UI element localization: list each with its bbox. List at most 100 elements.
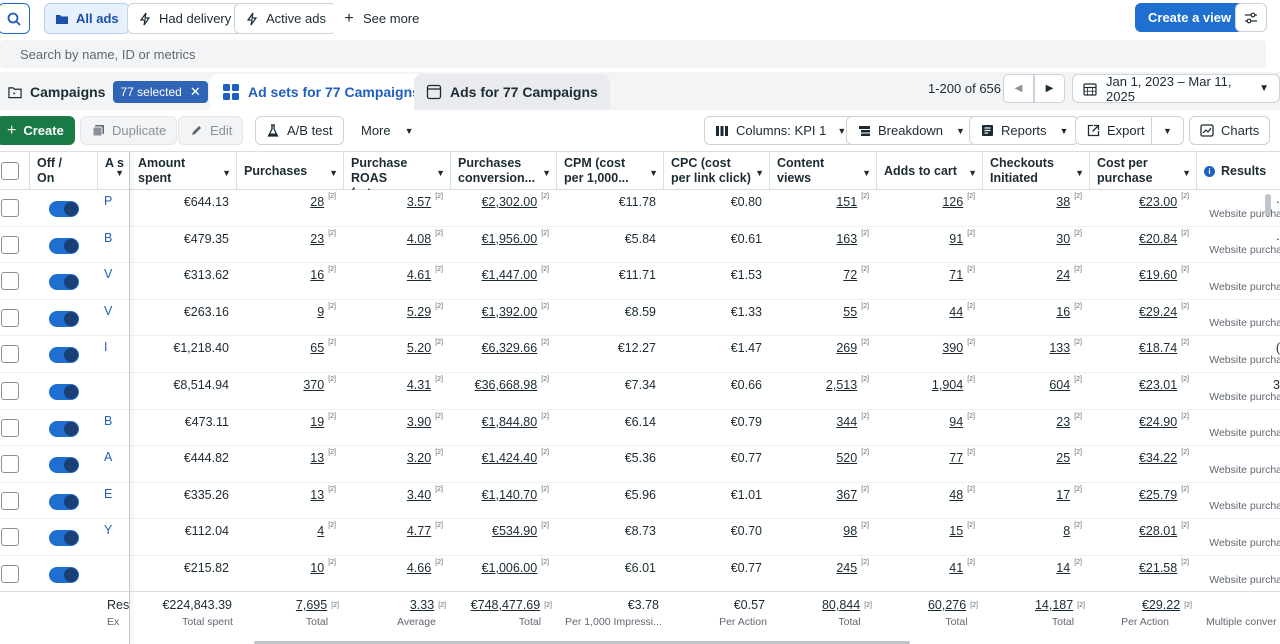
total-conv-number[interactable]: €748,477.69 — [470, 598, 541, 612]
more-button[interactable]: More ▼ — [350, 116, 425, 145]
cell-roas-value[interactable]: 3.40 — [406, 487, 432, 502]
header-checkouts[interactable]: Checkouts Initiated ▼ — [983, 152, 1090, 190]
cell-roas-value[interactable]: 3.20 — [406, 451, 432, 466]
cell-cart-value[interactable]: 77 — [949, 451, 964, 466]
cell-cpp-value[interactable]: €23.00 — [1138, 195, 1178, 209]
cell-roas-value[interactable]: 3.57 — [406, 195, 432, 209]
total-checkouts-number[interactable]: 14,187 — [1034, 598, 1074, 612]
row-checkbox[interactable] — [1, 345, 19, 364]
header-cpc[interactable]: CPC (cost per link click) ▼ — [664, 152, 770, 190]
cell-conv-value[interactable]: €36,668.98 — [474, 378, 538, 392]
tab-ads[interactable]: Ads for 77 Campaigns — [414, 74, 610, 110]
charts-button[interactable]: Charts — [1189, 116, 1271, 145]
cell-views-value[interactable]: 269 — [836, 341, 858, 356]
cell-cpp-value[interactable]: €18.74 — [1138, 341, 1178, 356]
row-checkbox[interactable] — [1, 272, 19, 291]
row-checkbox[interactable] — [1, 528, 19, 547]
cell-purchases-value[interactable]: 370 — [303, 378, 325, 392]
header-cost-per-purchase[interactable]: Cost per purchase ▼ — [1090, 152, 1197, 190]
header-adds-to-cart[interactable]: Adds to cart ▼ — [877, 152, 983, 190]
see-more-button[interactable]: + See more — [331, 3, 431, 34]
delivery-toggle[interactable] — [49, 530, 79, 547]
cell-roas-value[interactable]: 4.66 — [406, 561, 432, 575]
row-checkbox[interactable] — [1, 199, 19, 217]
export-button[interactable]: Export — [1075, 116, 1156, 145]
total-cart-number[interactable]: 60,276 — [927, 598, 967, 612]
cell-purchases-value[interactable]: 10 — [310, 561, 325, 575]
create-button[interactable]: + Create — [0, 116, 75, 145]
cell-cart-value[interactable]: 15 — [949, 524, 964, 539]
cell-checkouts-value[interactable]: 133 — [1049, 341, 1071, 356]
create-view-button[interactable]: Create a view — [1135, 3, 1245, 32]
cell-cpp-value[interactable]: €20.84 — [1138, 231, 1178, 246]
cell-checkouts-value[interactable]: 38 — [1056, 195, 1071, 209]
cell-conv-value[interactable]: €1,956.00 — [481, 231, 538, 246]
cell-cart-value[interactable]: 126 — [942, 195, 964, 209]
table-row[interactable]: A €444.82 13 [2] 3.20 [2] €1,424.40 [2] €5.36 €0.… — [0, 446, 1280, 483]
table-row[interactable]: P €644.13 28 [2] 3.57 [2] €2,302.00 [2] €11.78 €0… — [0, 190, 1280, 227]
campaign-name-link[interactable]: A — [104, 450, 113, 465]
delivery-toggle[interactable] — [49, 420, 79, 437]
vertical-scrollbar[interactable] — [1265, 194, 1271, 216]
table-row[interactable]: €8,514.94 370 [2] 4.31 [2] €36,668.98 [2] €7.34… — [0, 373, 1280, 410]
cell-roas-value[interactable]: 4.08 — [406, 231, 432, 246]
cell-cart-value[interactable]: 390 — [942, 341, 964, 356]
cell-purchases-value[interactable]: 28 — [310, 195, 325, 209]
filter-all-ads[interactable]: All ads — [44, 3, 130, 34]
cell-checkouts-value[interactable]: 14 — [1056, 561, 1071, 575]
cell-cpp-value[interactable]: €34.22 — [1138, 451, 1178, 466]
cell-cpp-value[interactable]: €21.58 — [1138, 561, 1178, 575]
cell-purchases-value[interactable]: 16 — [310, 268, 325, 283]
row-checkbox[interactable] — [1, 308, 19, 327]
cell-purchases-value[interactable]: 4 — [317, 524, 325, 539]
breakdown-button[interactable]: Breakdown ▼ — [846, 116, 976, 145]
table-row[interactable]: Y €112.04 4 [2] 4.77 [2] €534.90 [2] €8.73 €0.70 9… — [0, 519, 1280, 556]
cell-cpp-value[interactable]: €25.79 — [1138, 487, 1178, 502]
cell-checkouts-value[interactable]: 604 — [1049, 378, 1071, 392]
cell-conv-value[interactable]: €1,844.80 — [481, 414, 538, 429]
cell-cpp-value[interactable]: €24.90 — [1138, 414, 1178, 429]
date-range-picker[interactable]: Jan 1, 2023 – Mar 11, 2025 ▼ — [1072, 74, 1280, 104]
delivery-toggle[interactable] — [49, 384, 79, 400]
cell-conv-value[interactable]: €2,302.00 — [481, 195, 538, 209]
ab-test-button[interactable]: A/B test — [255, 116, 344, 145]
duplicate-button[interactable]: Duplicate — [80, 116, 178, 145]
cell-cart-value[interactable]: 44 — [949, 304, 964, 319]
header-content-views[interactable]: Content views ▼ — [770, 152, 877, 190]
delivery-toggle[interactable] — [49, 201, 79, 217]
select-all-checkbox[interactable] — [1, 162, 19, 180]
cell-views-value[interactable]: 367 — [836, 487, 858, 502]
row-checkbox[interactable] — [1, 382, 19, 400]
cell-checkouts-value[interactable]: 17 — [1056, 487, 1071, 502]
cell-cart-value[interactable]: 48 — [949, 487, 964, 502]
table-row[interactable]: V €263.16 9 [2] 5.29 [2] €1,392.00 [2] €8.59 €1.3… — [0, 300, 1280, 337]
campaign-name-link[interactable]: B — [104, 413, 113, 428]
header-results[interactable]: i Results — [1197, 152, 1280, 190]
cell-conv-value[interactable]: €534.90 — [492, 524, 538, 539]
search-input[interactable] — [0, 40, 1266, 68]
cell-views-value[interactable]: 520 — [836, 451, 858, 466]
row-checkbox[interactable] — [1, 491, 19, 510]
cell-roas-value[interactable]: 5.20 — [406, 341, 432, 356]
campaign-name-link[interactable]: P — [104, 194, 113, 208]
header-off-on[interactable]: Off / On — [30, 152, 98, 190]
view-settings-button[interactable] — [1235, 3, 1267, 32]
cell-roas-value[interactable]: 4.61 — [406, 268, 432, 283]
cell-checkouts-value[interactable]: 23 — [1056, 414, 1071, 429]
cell-views-value[interactable]: 98 — [843, 524, 858, 539]
export-dropdown-button[interactable]: ▼ — [1151, 116, 1184, 145]
selected-chip[interactable]: 77 selected ✕ — [113, 81, 208, 103]
header-cpm[interactable]: CPM (cost per 1,000... ▼ — [557, 152, 664, 190]
cell-views-value[interactable]: 2,513 — [825, 378, 858, 392]
cell-purchases-value[interactable]: 65 — [310, 341, 325, 356]
tab-campaigns[interactable]: Campaigns 77 selected ✕ — [0, 74, 220, 110]
cell-views-value[interactable]: 55 — [843, 304, 858, 319]
campaign-name-link[interactable]: B — [104, 230, 113, 245]
cell-views-value[interactable]: 163 — [836, 231, 858, 246]
delivery-toggle[interactable] — [49, 567, 79, 583]
cell-purchases-value[interactable]: 13 — [310, 451, 325, 466]
cell-purchases-value[interactable]: 13 — [310, 487, 325, 502]
cell-roas-value[interactable]: 5.29 — [406, 304, 432, 319]
cell-purchases-value[interactable]: 23 — [310, 231, 325, 246]
delivery-toggle[interactable] — [49, 493, 79, 510]
